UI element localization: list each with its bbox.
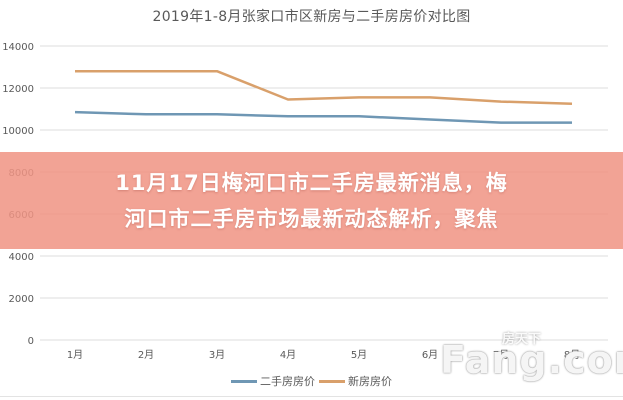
bottom-divider xyxy=(0,396,623,397)
y-tick-label: 14000 xyxy=(2,42,34,53)
chart-legend: 二手房房价 新房房价 xyxy=(0,373,623,389)
x-tick-label: 8月 xyxy=(564,349,580,361)
y-tick-label: 0 xyxy=(28,336,34,347)
legend-item-resale: 二手房房价 xyxy=(231,373,315,389)
legend-swatch-resale xyxy=(231,379,257,383)
series-line-1 xyxy=(75,69,573,105)
x-tick-label: 3月 xyxy=(209,349,225,361)
x-tick-label: 7月 xyxy=(493,349,509,361)
headline-line-2: 河口市二手房市场最新动态解析，聚焦 xyxy=(124,206,499,231)
x-axis-ticks: 1月 2月 3月 4月 5月 6月 7月 8月 xyxy=(67,349,580,361)
watermark-brand-text: Fang.com xyxy=(440,338,623,382)
x-tick-label: 5月 xyxy=(351,349,367,361)
y-tick-label: 12000 xyxy=(2,84,34,95)
fang-com-watermark: 房天下 Fang.com xyxy=(440,328,623,388)
watermark-cn-text: 房天下 xyxy=(502,332,542,347)
x-tick-label: 1月 xyxy=(67,349,83,361)
y-tick-label: 10000 xyxy=(2,126,34,137)
legend-swatch-new xyxy=(319,379,345,383)
x-tick-label: 6月 xyxy=(422,349,438,361)
headline-line-1: 11月17日梅河口市二手房最新消息，梅 xyxy=(115,170,508,195)
legend-label-new: 新房房价 xyxy=(348,375,392,388)
chart-title: 2019年1-8月张家口市区新房与二手房房价对比图 xyxy=(152,9,471,25)
legend-item-new: 新房房价 xyxy=(319,373,392,389)
y-tick-label: 2000 xyxy=(9,294,34,305)
x-tick-label: 4月 xyxy=(280,349,296,361)
series-line-0 xyxy=(74,110,572,124)
headline-banner: 11月17日梅河口市二手房最新消息，梅 河口市二手房市场最新动态解析，聚焦 xyxy=(0,152,623,249)
y-tick-label: 4000 xyxy=(9,252,34,263)
legend-label-resale: 二手房房价 xyxy=(260,375,315,388)
series-lines xyxy=(74,69,573,124)
x-tick-label: 2月 xyxy=(138,349,154,361)
